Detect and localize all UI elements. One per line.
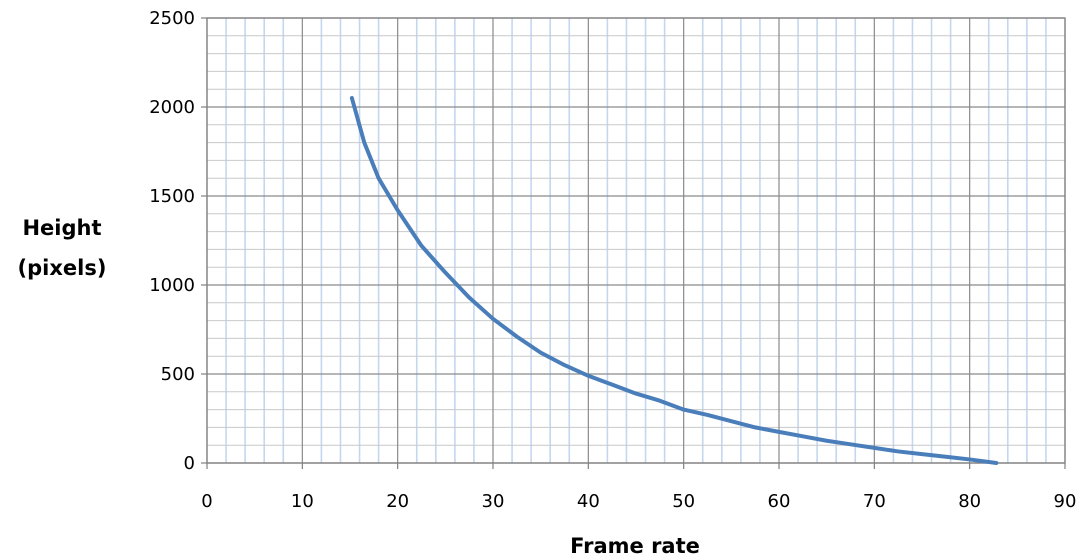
- x-axis-title: Frame rate: [570, 534, 700, 558]
- y-axis-tick-label: 1000: [149, 275, 195, 296]
- x-axis-tick-label: 10: [291, 491, 314, 512]
- y-axis-tick-label: 1500: [149, 186, 195, 207]
- x-axis-tick-label: 90: [1054, 491, 1077, 512]
- major-grid: [206, 17, 1066, 464]
- y-axis-title-line-2: (pixels): [18, 256, 107, 280]
- x-axis-tick-label: 20: [386, 491, 409, 512]
- plot-frame: [206, 17, 1066, 464]
- series-group: [349, 96, 999, 465]
- y-axis-tick-label: 2500: [149, 8, 195, 29]
- y-axis-tick-label: 2000: [149, 97, 195, 118]
- x-axis-tick-label: 60: [768, 491, 791, 512]
- x-axis-tick-label: 50: [672, 491, 695, 512]
- x-axis-tick-label: 30: [482, 491, 505, 512]
- series-line-1: [349, 96, 999, 465]
- x-axis-tick-label: 70: [863, 491, 886, 512]
- y-axis-title-line-1: Height: [22, 216, 101, 240]
- y-axis-tick-label: 0: [184, 453, 195, 474]
- minor-grid: [207, 18, 1065, 463]
- y-axis-tick-label: 500: [161, 364, 195, 385]
- x-axis-tick-label: 40: [577, 491, 600, 512]
- tick-labels-group: 0 10 20 30 40 50 60 70 80 90 0 500 1000 1500 2000 2500: [149, 8, 1076, 512]
- plot-frame-group: [201, 17, 1066, 469]
- x-axis-tick-label: 0: [201, 491, 212, 512]
- x-axis-tick-label: 80: [958, 491, 981, 512]
